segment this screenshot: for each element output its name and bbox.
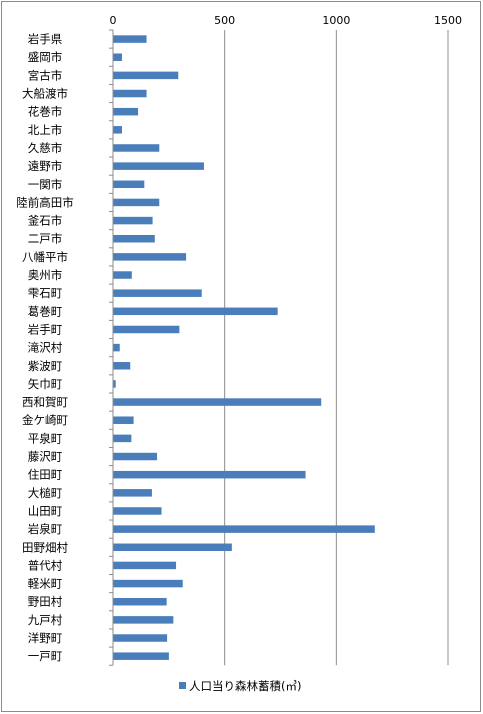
bar bbox=[113, 543, 232, 552]
x-tick-label: 1000 bbox=[322, 14, 350, 27]
bar bbox=[113, 416, 134, 424]
category-label: 軽米町 bbox=[28, 577, 63, 591]
bar bbox=[113, 434, 132, 443]
legend-label: 人口当り森林蓄積(㎥) bbox=[189, 679, 301, 693]
category-label: 岩手町 bbox=[28, 322, 63, 336]
bar bbox=[113, 597, 167, 606]
gridlines bbox=[224, 30, 449, 666]
category-label: 一関市 bbox=[28, 177, 63, 191]
bar bbox=[113, 198, 160, 207]
bar bbox=[113, 579, 183, 588]
bar bbox=[113, 398, 322, 406]
category-label: 二戸市 bbox=[28, 232, 63, 246]
bar bbox=[113, 616, 174, 624]
category-label: 陸前高田市 bbox=[16, 195, 74, 209]
bar bbox=[113, 470, 306, 479]
category-label: 滝沢村 bbox=[28, 341, 63, 355]
bar bbox=[113, 634, 168, 642]
bar bbox=[113, 362, 131, 370]
category-label: 大槌町 bbox=[28, 486, 63, 500]
bars bbox=[113, 35, 375, 660]
bar bbox=[113, 289, 202, 297]
bar bbox=[113, 144, 160, 152]
category-label: 宮古市 bbox=[28, 68, 63, 82]
category-label: 洋野町 bbox=[28, 631, 63, 645]
category-label: 西和賀町 bbox=[22, 395, 68, 409]
category-label: 花巻市 bbox=[28, 105, 63, 119]
category-label: 野田村 bbox=[28, 595, 63, 609]
category-label: 遠野市 bbox=[28, 159, 63, 173]
bar bbox=[113, 489, 152, 497]
x-tick-label: 1500 bbox=[434, 14, 462, 27]
category-label: 大船渡市 bbox=[22, 87, 68, 101]
bar bbox=[113, 452, 158, 461]
category-label: 奥州市 bbox=[28, 268, 63, 282]
category-label: 平泉町 bbox=[28, 431, 63, 445]
bar bbox=[113, 126, 122, 134]
category-label: 北上市 bbox=[28, 123, 63, 137]
bar bbox=[113, 307, 278, 316]
category-label: 一戸町 bbox=[28, 649, 63, 663]
bar bbox=[113, 53, 122, 61]
bar bbox=[113, 253, 187, 261]
category-label: 矢巾町 bbox=[28, 377, 63, 391]
axes: 0 500 1000 1500 岩手県盛岡市宮古市大船渡市花巻市北上市久慈市遠野市一関市… bbox=[16, 14, 462, 666]
bar bbox=[113, 271, 132, 279]
category-label: 八幡平市 bbox=[22, 250, 68, 264]
category-label: 普代村 bbox=[28, 558, 63, 572]
category-label: 岩手県 bbox=[28, 32, 63, 46]
bar bbox=[113, 652, 169, 660]
bar bbox=[113, 234, 155, 243]
bar bbox=[113, 89, 147, 98]
category-label: 金ケ崎町 bbox=[22, 413, 68, 427]
category-label: 久慈市 bbox=[28, 141, 63, 155]
category-label: 田野畑村 bbox=[22, 540, 68, 554]
bar bbox=[113, 380, 116, 388]
category-label: 藤沢町 bbox=[28, 450, 63, 464]
bar bbox=[113, 507, 162, 515]
bar bbox=[113, 343, 120, 352]
category-label: 住田町 bbox=[28, 468, 63, 482]
category-label: 紫波町 bbox=[28, 359, 63, 373]
bar bbox=[113, 561, 177, 570]
legend: 人口当り森林蓄積(㎥) bbox=[179, 679, 301, 693]
category-label: 九戸村 bbox=[28, 613, 63, 627]
x-tick-label: 0 bbox=[110, 14, 117, 27]
category-label: 岩泉町 bbox=[28, 522, 63, 536]
legend-swatch bbox=[179, 682, 186, 689]
x-tick-label: 500 bbox=[214, 14, 235, 27]
category-label: 盛岡市 bbox=[28, 50, 63, 64]
bar bbox=[113, 107, 139, 116]
category-label: 山田町 bbox=[28, 504, 63, 518]
bar bbox=[113, 325, 180, 334]
category-label: 葛巻町 bbox=[28, 304, 63, 318]
bar bbox=[113, 525, 375, 533]
category-label: 雫石町 bbox=[28, 286, 63, 300]
bar bbox=[113, 162, 204, 170]
bar bbox=[113, 216, 153, 225]
bar bbox=[113, 71, 179, 80]
bar bbox=[113, 180, 145, 189]
bar bbox=[113, 35, 147, 43]
category-label: 釜石市 bbox=[28, 214, 63, 228]
